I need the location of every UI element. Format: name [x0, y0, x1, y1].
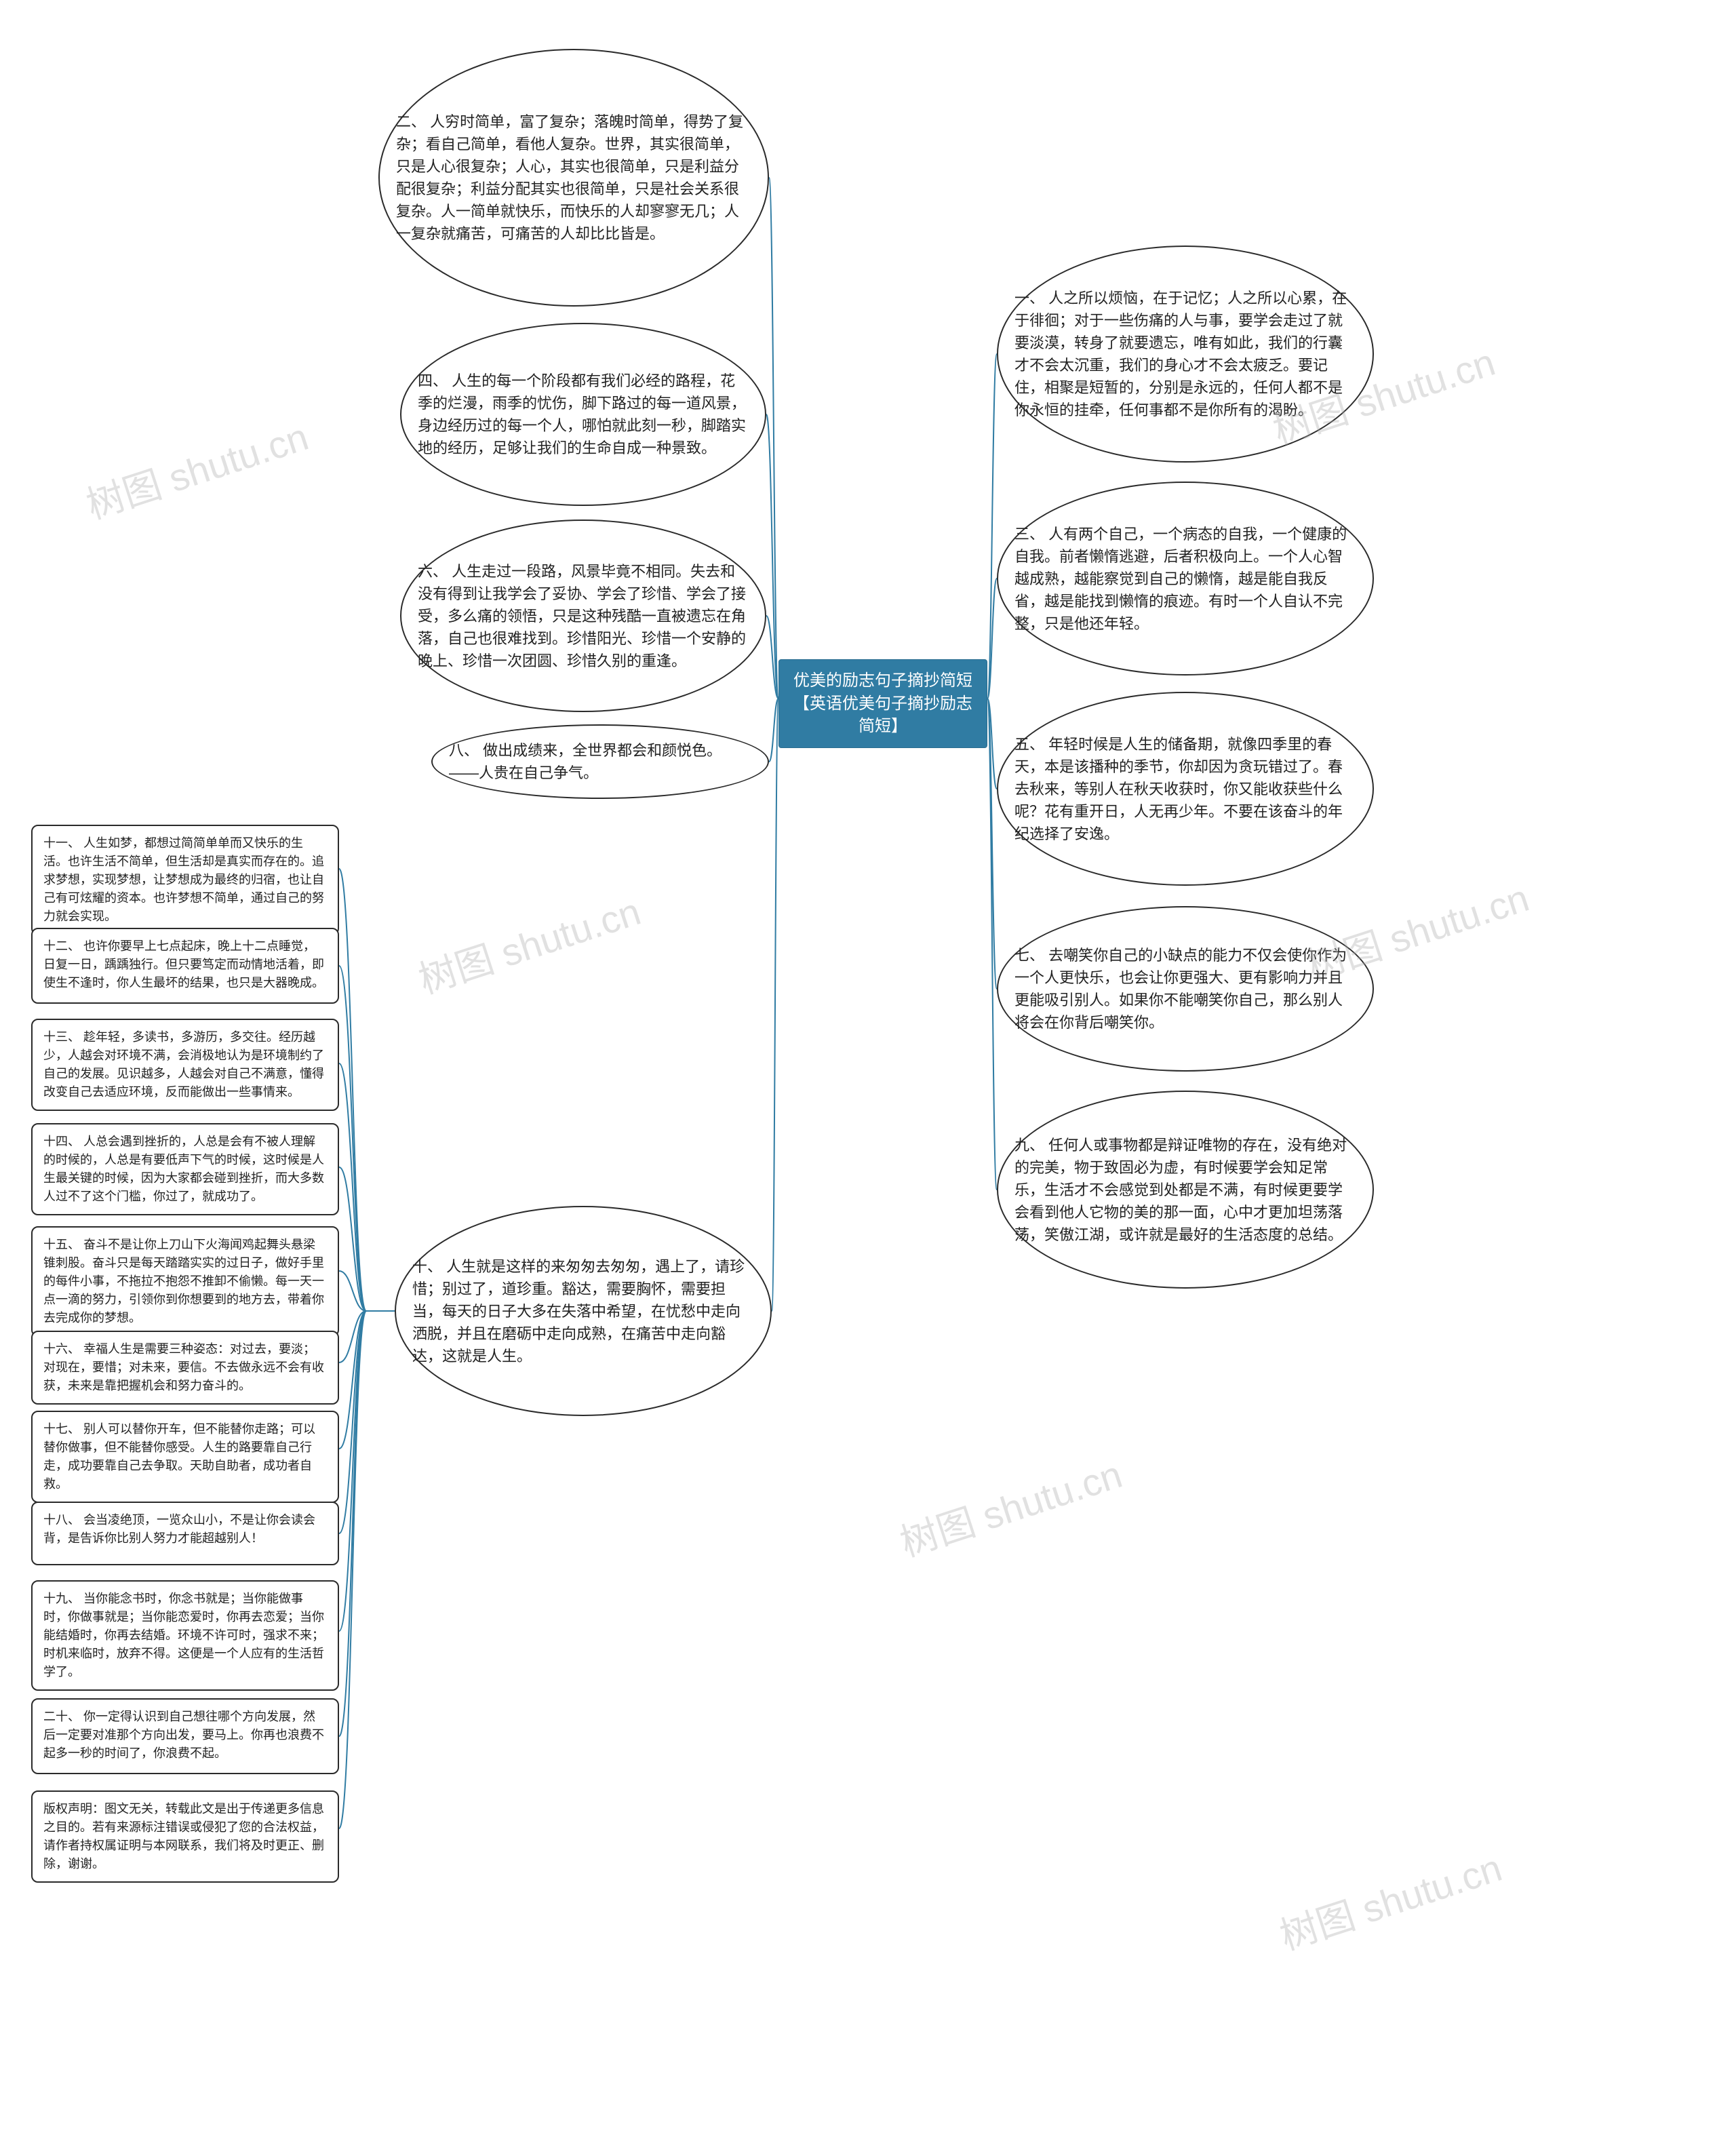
center-node: 优美的励志句子摘抄简短【英语优美句子摘抄励志简短】	[778, 659, 987, 748]
watermark-text: 树图 shutu.cn	[81, 415, 313, 527]
bubble-text: 六、 人生走过一段路，风景毕竟不相同。失去和没有得到让我学会了妥协、学会了珍惜、…	[418, 560, 749, 672]
center-node-label: 优美的励志句子摘抄简短【英语优美句子摘抄励志简短】	[793, 671, 972, 735]
card-text: 十九、 当你能念书时，你念书就是；当你能做事时，你做事就是；当你能恋爱时，你再去…	[43, 1592, 324, 1679]
bubble-b9: 九、 任何人或事物都是辩证唯物的存在，没有绝对的完美，物于致固必为虚，有时候要学…	[997, 1091, 1374, 1289]
card-c11: 十一、 人生如梦，都想过简简单单而又快乐的生活。也许生活不简单，但生活却是真实而…	[31, 825, 339, 935]
card-text: 十二、 也许你要早上七点起床，晚上十二点睡觉，日复一日，踽踽独行。但只要笃定而动…	[43, 939, 324, 990]
card-c16: 十六、 幸福人生是需要三种姿态：对过去，要淡；对现在，要惜；对未来，要信。不去做…	[31, 1331, 339, 1405]
bubble-text: 二、 人穷时简单，富了复杂；落魄时简单，得势了复杂；看自己简单，看他人复杂。世界…	[396, 111, 751, 245]
bubble-b2: 二、 人穷时简单，富了复杂；落魄时简单，得势了复杂；看自己简单，看他人复杂。世界…	[378, 49, 769, 307]
bubble-b3: 三、 人有两个自己，一个病态的自我，一个健康的自我。前者懒惰逃避，后者积极向上。…	[997, 482, 1374, 675]
bubble-text: 三、 人有两个自己，一个病态的自我，一个健康的自我。前者懒惰逃避，后者积极向上。…	[1014, 523, 1356, 635]
bubble-b6: 六、 人生走过一段路，风景毕竟不相同。失去和没有得到让我学会了妥协、学会了珍惜、…	[400, 520, 766, 712]
card-c12: 十二、 也许你要早上七点起床，晚上十二点睡觉，日复一日，踽踽独行。但只要笃定而动…	[31, 928, 339, 1004]
bubble-text: 十、 人生就是这样的来匆匆去匆匆，遇上了，请珍惜；别过了，道珍重。豁达，需要胸怀…	[412, 1255, 754, 1367]
card-c20: 二十、 你一定得认识到自己想往哪个方向发展，然后一定要对准那个方向出发，要马上。…	[31, 1698, 339, 1774]
card-text: 十五、 奋斗不是让你上刀山下火海闻鸡起舞头悬梁锥刺股。奋斗只是每天踏踏实实的过日…	[43, 1238, 324, 1325]
card-c14: 十四、 人总会遇到挫折的，人总是会有不被人理解的时候的，人总是有要低声下气的时候…	[31, 1123, 339, 1215]
bubble-text: 八、 做出成绩来，全世界都会和颜悦色。——人贵在自己争气。	[449, 739, 751, 784]
watermark: 树图 shutu.cn	[892, 1445, 1128, 1568]
card-c19: 十九、 当你能念书时，你念书就是；当你能做事时，你做事就是；当你能恋爱时，你再去…	[31, 1580, 339, 1691]
bubble-text: 九、 任何人或事物都是辩证唯物的存在，没有绝对的完美，物于致固必为虚，有时候要学…	[1014, 1134, 1356, 1246]
watermark-text: 树图 shutu.cn	[414, 890, 646, 1002]
bubble-b8: 八、 做出成绩来，全世界都会和颜悦色。——人贵在自己争气。	[431, 724, 769, 799]
watermark-text: 树图 shutu.cn	[895, 1453, 1127, 1565]
card-text: 十七、 别人可以替你开车，但不能替你走路；可以替你做事，但不能替你感受。人生的路…	[43, 1422, 315, 1491]
card-c13: 十三、 趁年轻，多读书，多游历，多交往。经历越少，人越会对环境不满，会消极地认为…	[31, 1019, 339, 1111]
card-cCR: 版权声明：图文无关，转载此文是出于传递更多信息之目的。若有来源标注错误或侵犯了您…	[31, 1790, 339, 1883]
bubble-b5: 五、 年轻时候是人生的储备期，就像四季里的春天，本是该播种的季节，你却因为贪玩错…	[997, 692, 1374, 886]
card-text: 十八、 会当凌绝顶，一览众山小，不是让你会读会背，是告诉你比别人努力才能超越别人…	[43, 1513, 315, 1545]
watermark: 树图 shutu.cn	[411, 882, 647, 1005]
card-c18: 十八、 会当凌绝顶，一览众山小，不是让你会读会背，是告诉你比别人努力才能超越别人…	[31, 1502, 339, 1565]
bubble-b4: 四、 人生的每一个阶段都有我们必经的路程，花季的烂漫，雨季的忧伤，脚下路过的每一…	[400, 323, 766, 506]
bubble-text: 七、 去嘲笑你自己的小缺点的能力不仅会使你作为一个人更快乐，也会让你更强大、更有…	[1014, 944, 1356, 1034]
card-c17: 十七、 别人可以替你开车，但不能替你走路；可以替你做事，但不能替你感受。人生的路…	[31, 1411, 339, 1503]
watermark-text: 树图 shutu.cn	[1275, 1846, 1507, 1958]
bubble-b1: 一、 人之所以烦恼，在于记忆；人之所以心累，在于徘徊；对于一些伤痛的人与事，要学…	[997, 246, 1374, 463]
watermark: 树图 shutu.cn	[79, 407, 315, 530]
bubble-text: 五、 年轻时候是人生的储备期，就像四季里的春天，本是该播种的季节，你却因为贪玩错…	[1014, 733, 1356, 845]
card-text: 十六、 幸福人生是需要三种姿态：对过去，要淡；对现在，要惜；对未来，要信。不去做…	[43, 1342, 324, 1392]
card-text: 十三、 趁年轻，多读书，多游历，多交往。经历越少，人越会对环境不满，会消极地认为…	[43, 1030, 324, 1099]
card-text: 十四、 人总会遇到挫折的，人总是会有不被人理解的时候的，人总是有要低声下气的时候…	[43, 1135, 324, 1203]
bubble-text: 四、 人生的每一个阶段都有我们必经的路程，花季的烂漫，雨季的忧伤，脚下路过的每一…	[418, 370, 749, 459]
card-text: 十一、 人生如梦，都想过简简单单而又快乐的生活。也许生活不简单，但生活却是真实而…	[43, 836, 324, 923]
card-c15: 十五、 奋斗不是让你上刀山下火海闻鸡起舞头悬梁锥刺股。奋斗只是每天踏踏实实的过日…	[31, 1226, 339, 1337]
bubble-b7: 七、 去嘲笑你自己的小缺点的能力不仅会使你作为一个人更快乐，也会让你更强大、更有…	[997, 906, 1374, 1072]
card-text: 版权声明：图文无关，转载此文是出于传递更多信息之目的。若有来源标注错误或侵犯了您…	[43, 1802, 324, 1870]
bubble-text: 一、 人之所以烦恼，在于记忆；人之所以心累，在于徘徊；对于一些伤痛的人与事，要学…	[1014, 287, 1356, 421]
watermark: 树图 shutu.cn	[1272, 1838, 1508, 1961]
card-text: 二十、 你一定得认识到自己想往哪个方向发展，然后一定要对准那个方向出发，要马上。…	[43, 1710, 324, 1760]
bubble-b10: 十、 人生就是这样的来匆匆去匆匆，遇上了，请珍惜；别过了，道珍重。豁达，需要胸怀…	[395, 1206, 772, 1416]
